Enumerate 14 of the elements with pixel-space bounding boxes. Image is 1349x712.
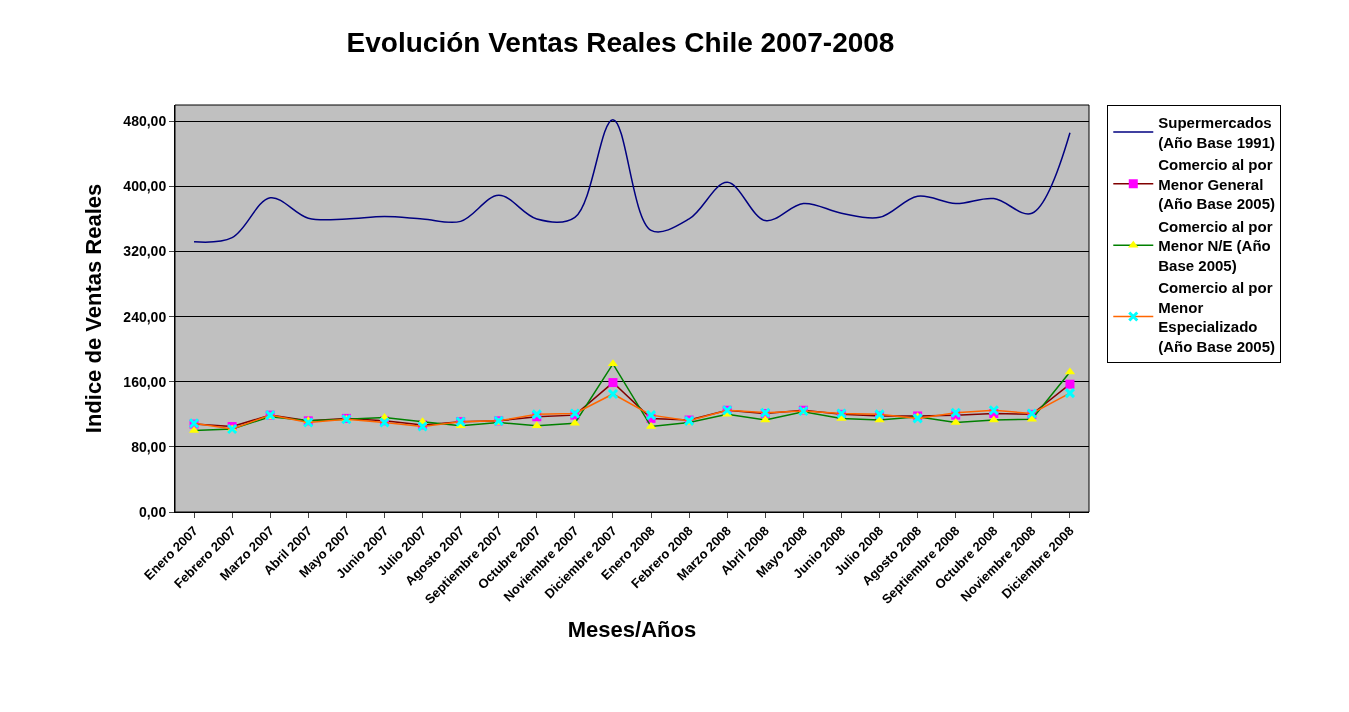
legend-label: Comercio al por Menor Especializado (Año Base 2005) (1158, 279, 1275, 355)
y-tick-label: 160,00 (123, 373, 167, 390)
y-tick-label: 240,00 (123, 308, 167, 325)
legend-label: Comercio al por Menor N/E (Año Base 2005) (1158, 217, 1273, 274)
legend-label: Supermercados (Año Base 1991) (1158, 114, 1275, 151)
y-tick-label: 0,00 (138, 503, 167, 520)
y-tick-label: 480,00 (123, 113, 167, 130)
y-tick-label: 320,00 (123, 243, 167, 260)
y-tick-label: 400,00 (123, 178, 167, 195)
x-axis-title: Meses/Años (567, 616, 697, 642)
y-axis-title: Indice de Ventas Reales (81, 183, 107, 434)
y-tick-label: 80,00 (131, 438, 167, 455)
chart-title: Evolución Ventas Reales Chile 2007-2008 (346, 26, 895, 58)
legend-label: Comercio al por Menor General (Año Base 2005) (1158, 156, 1275, 213)
